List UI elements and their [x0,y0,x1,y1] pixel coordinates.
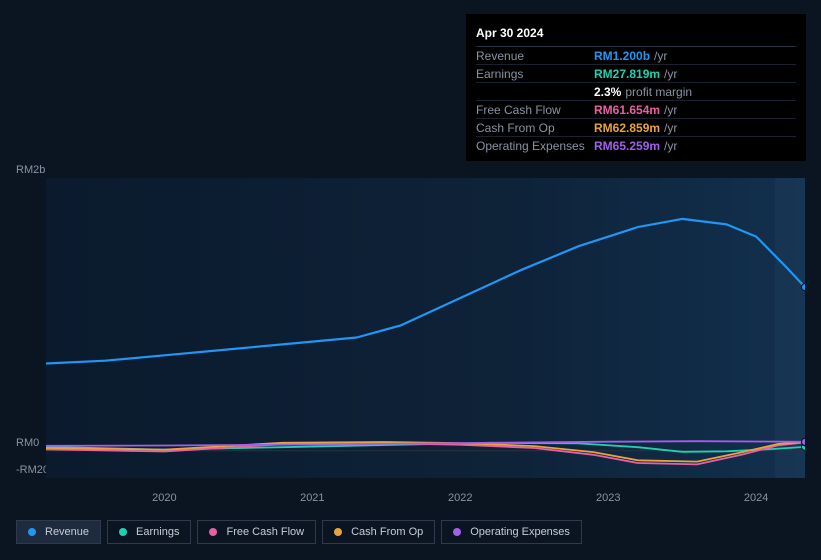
tooltip-row: 2.3% profit margin [476,83,796,101]
legend-item-fcf[interactable]: Free Cash Flow [197,520,316,544]
tooltip-row-suffix: /yr [664,121,677,135]
legend-dot-icon [334,528,342,536]
plot-area[interactable] [46,178,805,478]
tooltip-row-label: Earnings [476,67,594,81]
tooltip-row-suffix: /yr [654,49,667,63]
x-axis-label: 2020 [152,492,176,504]
plot-background [46,178,805,478]
tooltip-row: Operating ExpensesRM65.259m/yr [476,137,796,155]
legend-item-label: Revenue [45,526,89,538]
tooltip-row: RevenueRM1.200b/yr [476,47,796,65]
legend-item-opex[interactable]: Operating Expenses [441,520,582,544]
financials-chart: RM2bRM0-RM200m [16,160,805,480]
x-axis-label: 2022 [448,492,472,504]
tooltip-row-value: RM1.200b [594,49,650,63]
legend-item-revenue[interactable]: Revenue [16,520,101,544]
series-marker-revenue [802,284,806,291]
tooltip-row-suffix: /yr [664,67,677,81]
tooltip-row-label: Free Cash Flow [476,103,594,117]
tooltip-row-value: RM62.859m [594,121,660,135]
x-axis-label: 2024 [744,492,768,504]
chart-tooltip: Apr 30 2024 RevenueRM1.200b/yrEarningsRM… [466,14,806,161]
tooltip-row-value: 2.3% [594,85,621,99]
legend-item-label: Free Cash Flow [226,526,304,538]
tooltip-row-value: RM27.819m [594,67,660,81]
tooltip-date: Apr 30 2024 [476,22,796,47]
legend-item-earnings[interactable]: Earnings [107,520,191,544]
chart-legend: Revenue Earnings Free Cash Flow Cash From O… [16,520,582,544]
legend-dot-icon [28,528,36,536]
tooltip-row: EarningsRM27.819m/yr [476,65,796,83]
tooltip-row-label: Cash From Op [476,121,594,135]
tooltip-row-suffix: /yr [664,103,677,117]
y-axis-label: RM0 [16,437,39,449]
hover-column [775,178,805,478]
x-axis-label: 2021 [300,492,324,504]
legend-dot-icon [119,528,127,536]
x-axis: 2020 2021 2022 2023 2024 [46,492,805,508]
tooltip-row-suffix: /yr [664,139,677,153]
tooltip-row: Cash From OpRM62.859m/yr [476,119,796,137]
series-marker-opex [802,438,806,445]
x-axis-label: 2023 [596,492,620,504]
tooltip-row-value: RM65.259m [594,139,660,153]
legend-item-cfo[interactable]: Cash From Op [322,520,435,544]
tooltip-row-value: RM61.654m [594,103,660,117]
legend-dot-icon [453,528,461,536]
legend-item-label: Cash From Op [351,526,423,538]
legend-dot-icon [209,528,217,536]
legend-item-label: Earnings [136,526,179,538]
tooltip-row-suffix: profit margin [625,85,692,99]
y-axis-label: RM2b [16,164,45,176]
tooltip-row-label: Revenue [476,49,594,63]
tooltip-row-label: Operating Expenses [476,139,594,153]
legend-item-label: Operating Expenses [470,526,570,538]
tooltip-row: Free Cash FlowRM61.654m/yr [476,101,796,119]
